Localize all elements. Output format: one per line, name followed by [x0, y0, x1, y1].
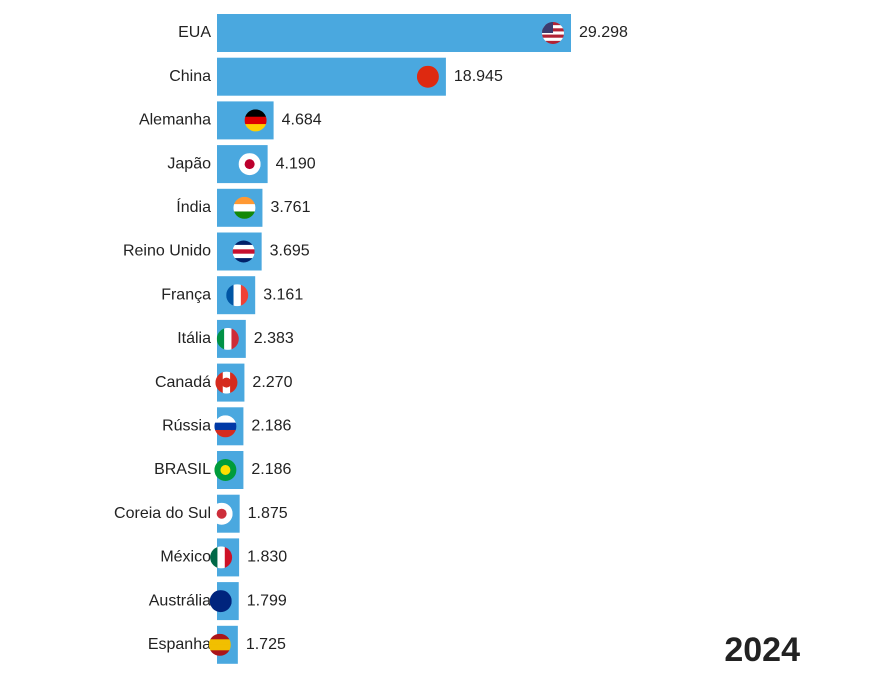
category-label: Alemanha — [139, 112, 211, 129]
value-label: 2.186 — [251, 461, 291, 478]
flag-icon — [238, 153, 261, 176]
category-label: Austrália — [149, 592, 211, 609]
value-label: 2.383 — [254, 330, 294, 347]
flag-icon — [209, 590, 232, 613]
value-label: 4.190 — [276, 155, 316, 172]
flag-icon — [214, 459, 237, 481]
category-label: BRASIL — [154, 461, 211, 478]
flag-icon — [542, 22, 564, 44]
category-label: França — [161, 286, 211, 303]
category-label: Espanha — [148, 636, 211, 653]
flag-icon — [416, 65, 439, 88]
value-label: 3.761 — [270, 199, 310, 216]
flag-icon — [244, 109, 267, 132]
value-label: 1.830 — [247, 549, 287, 566]
category-label: EUA — [178, 24, 211, 41]
value-label: 2.186 — [251, 418, 291, 435]
bar — [217, 57, 446, 96]
value-label: 1.725 — [246, 636, 286, 653]
flag-icon — [216, 327, 239, 350]
flag-icon — [214, 415, 237, 438]
value-label: 18.945 — [454, 68, 503, 85]
value-label: 2.270 — [252, 374, 292, 391]
flag-icon — [210, 546, 233, 569]
category-label: Japão — [167, 155, 211, 172]
category-label: Coreia do Sul — [114, 505, 211, 522]
category-label: Índia — [176, 197, 211, 216]
flag-icon — [226, 284, 249, 307]
flag-icon — [232, 240, 255, 263]
flag-icon — [233, 196, 256, 219]
year-label: 2024 — [724, 631, 800, 669]
bar — [217, 14, 571, 52]
value-label: 1.875 — [248, 505, 288, 522]
value-label: 29.298 — [579, 24, 628, 41]
value-label: 3.161 — [263, 286, 303, 303]
category-label: Rússia — [162, 418, 211, 435]
flag-icon — [215, 371, 238, 394]
category-label: China — [169, 68, 211, 85]
flag-icon — [210, 502, 233, 525]
value-label: 1.799 — [247, 592, 287, 609]
category-label: Itália — [177, 330, 211, 347]
category-label: Canadá — [155, 374, 211, 391]
value-label: 4.684 — [282, 112, 322, 129]
value-label: 3.695 — [270, 243, 310, 260]
category-label: Reino Unido — [123, 243, 211, 260]
category-label: México — [160, 549, 211, 566]
flag-icon — [208, 633, 231, 656]
